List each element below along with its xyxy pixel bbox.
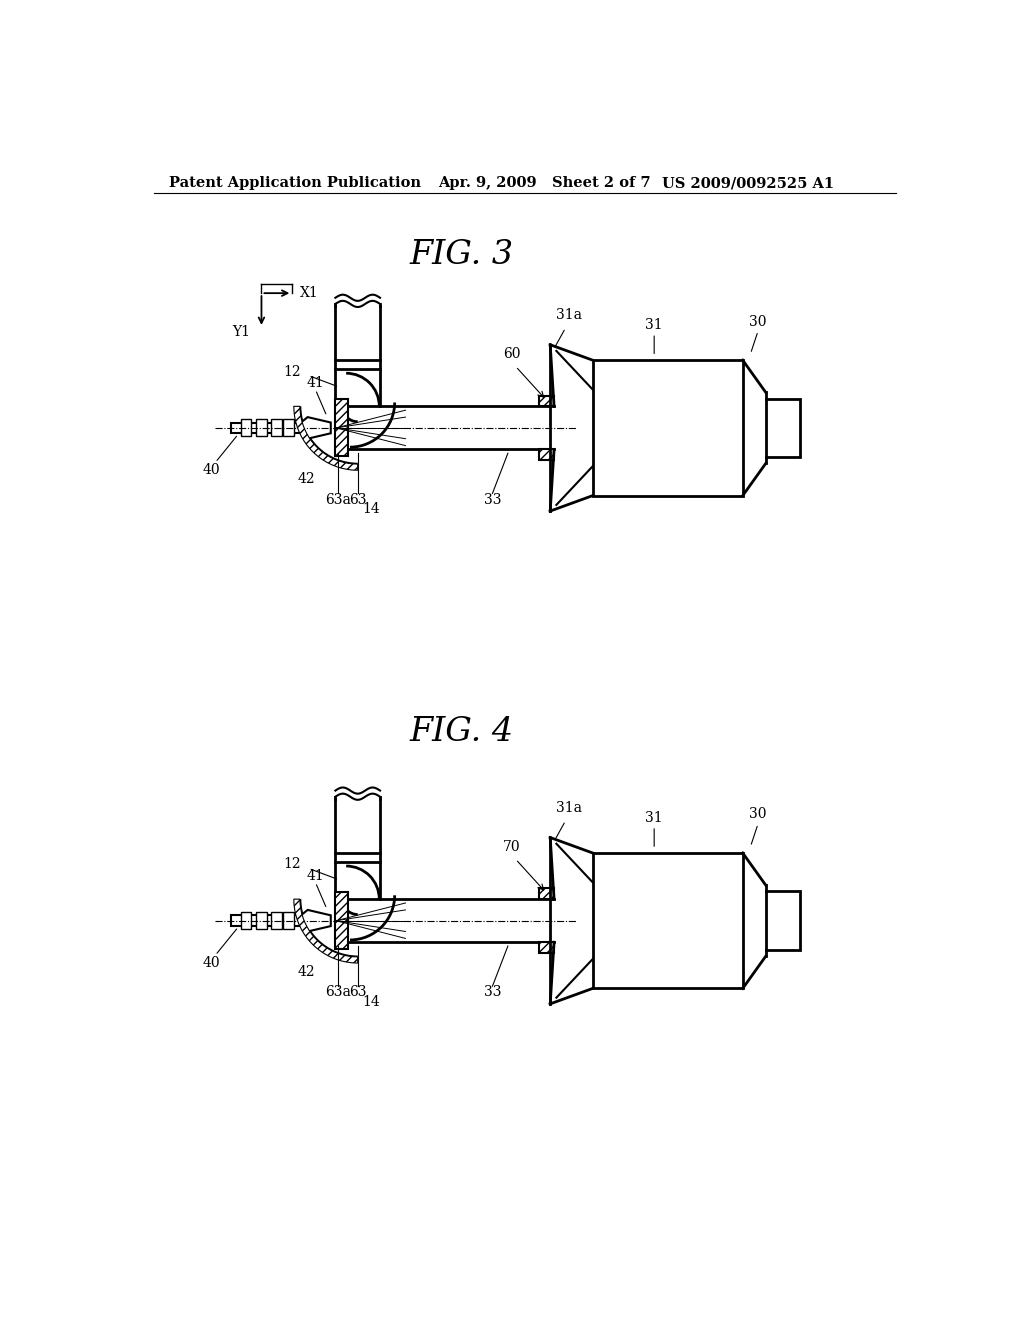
Bar [283,420,294,437]
Text: 31a: 31a [556,801,583,816]
Bar [766,399,801,457]
Text: 63a: 63a [326,492,351,507]
Text: 63a: 63a [326,985,351,999]
Text: 31: 31 [645,318,663,333]
Text: 63: 63 [349,985,367,999]
Text: 30: 30 [750,808,767,821]
Bar [283,912,294,929]
Text: 14: 14 [362,502,381,516]
Bar [230,422,300,433]
Text: 14: 14 [362,994,381,1008]
Text: 41: 41 [306,376,325,391]
Bar [230,915,300,927]
Text: 40: 40 [203,956,220,970]
Bar [256,912,267,929]
Bar [241,420,252,437]
Text: 42: 42 [298,965,315,979]
Text: 30: 30 [750,314,767,329]
Text: 31: 31 [645,812,663,825]
Bar [539,888,554,899]
Text: 41: 41 [306,869,325,883]
Bar [539,396,554,407]
Text: 33: 33 [483,492,501,507]
Text: Y1: Y1 [231,325,250,339]
Polygon shape [294,899,357,964]
Bar [593,360,742,496]
Bar [539,942,554,953]
Bar [271,420,283,437]
Bar [271,912,283,929]
Text: 40: 40 [203,463,220,478]
Polygon shape [300,417,331,438]
Polygon shape [294,407,357,470]
Text: 31a: 31a [556,309,583,322]
Bar [256,420,267,437]
Text: US 2009/0092525 A1: US 2009/0092525 A1 [662,176,834,190]
Bar [539,449,554,461]
Bar [335,892,348,949]
Polygon shape [300,909,331,932]
Text: X1: X1 [300,286,318,300]
Text: FIG. 3: FIG. 3 [410,239,514,271]
Text: 33: 33 [483,985,501,999]
Bar [335,400,348,457]
Text: 12: 12 [283,364,301,379]
Text: 42: 42 [298,473,315,487]
Text: FIG. 4: FIG. 4 [410,715,514,748]
Text: Apr. 9, 2009   Sheet 2 of 7: Apr. 9, 2009 Sheet 2 of 7 [438,176,651,190]
Text: 12: 12 [283,858,301,871]
Text: 60: 60 [503,347,520,360]
Bar [241,912,252,929]
Bar [593,853,742,989]
Text: 70: 70 [503,840,520,854]
Bar [766,891,801,950]
Text: 63: 63 [349,492,367,507]
Text: Patent Application Publication: Patent Application Publication [169,176,421,190]
